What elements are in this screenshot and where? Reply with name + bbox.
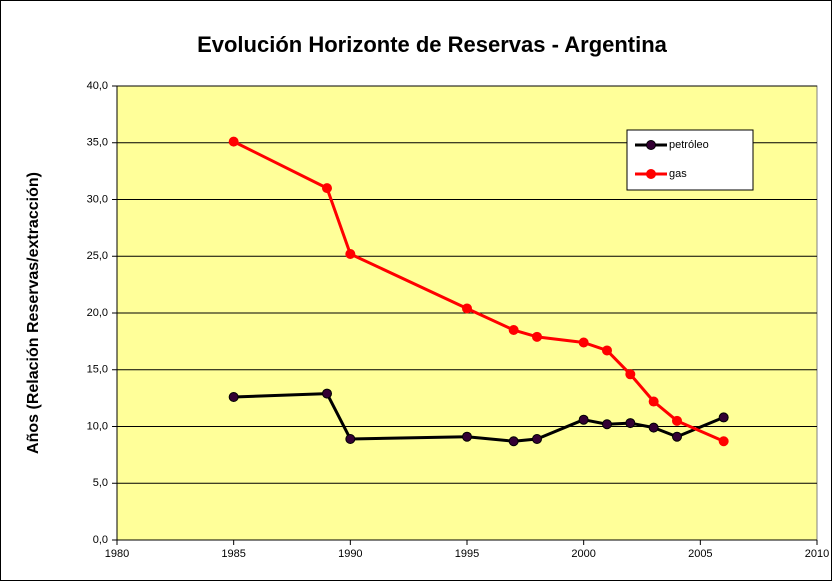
y-tick-label: 0,0 — [93, 534, 108, 546]
y-tick-label: 15,0 — [87, 364, 108, 376]
data-point — [578, 414, 589, 425]
x-tick-label: 2010 — [805, 548, 829, 560]
legend-label: gas — [669, 168, 687, 180]
data-point — [462, 431, 472, 442]
data-point — [532, 433, 542, 444]
legend-label: petróleo — [669, 139, 709, 151]
y-tick-label: 40,0 — [87, 80, 108, 92]
data-point — [602, 419, 612, 430]
series-line — [232, 140, 725, 443]
x-tick-label: 2005 — [688, 548, 712, 560]
y-tick-label: 25,0 — [87, 250, 108, 262]
data-point — [718, 436, 729, 447]
y-tick-label: 5,0 — [93, 477, 108, 489]
y-axis-title: Años (Relación Reservas/extracción) — [25, 172, 42, 454]
data-point — [322, 183, 332, 194]
y-tick-label: 10,0 — [87, 420, 108, 432]
chart-title: Evolución Horizonte de Reservas - Argent… — [197, 32, 668, 57]
legend-marker — [646, 169, 656, 179]
data-point — [345, 248, 356, 259]
data-point — [578, 337, 589, 348]
data-point — [602, 345, 612, 356]
data-point — [718, 412, 729, 423]
data-point — [648, 396, 659, 407]
y-tick-label: 30,0 — [87, 193, 108, 205]
y-tick-label: 20,0 — [87, 307, 108, 319]
data-point — [672, 415, 682, 426]
data-point — [228, 391, 239, 402]
x-tick-label: 1980 — [105, 548, 129, 560]
data-point — [672, 431, 682, 442]
data-point — [648, 422, 659, 433]
legend-box — [626, 129, 754, 191]
x-tick-label: 1985 — [221, 548, 245, 560]
data-point — [508, 325, 519, 336]
data-point — [322, 388, 332, 399]
data-point — [532, 331, 542, 342]
data-point — [508, 436, 519, 447]
legend-marker — [646, 140, 656, 150]
data-point — [625, 418, 636, 429]
x-tick-label: 1995 — [455, 548, 479, 560]
x-tick-label: 1990 — [338, 548, 362, 560]
data-point — [462, 303, 472, 314]
y-tick-label: 35,0 — [87, 137, 108, 149]
data-point — [228, 136, 239, 147]
data-point — [625, 369, 636, 380]
data-point — [345, 433, 356, 444]
x-tick-label: 2000 — [571, 548, 595, 560]
